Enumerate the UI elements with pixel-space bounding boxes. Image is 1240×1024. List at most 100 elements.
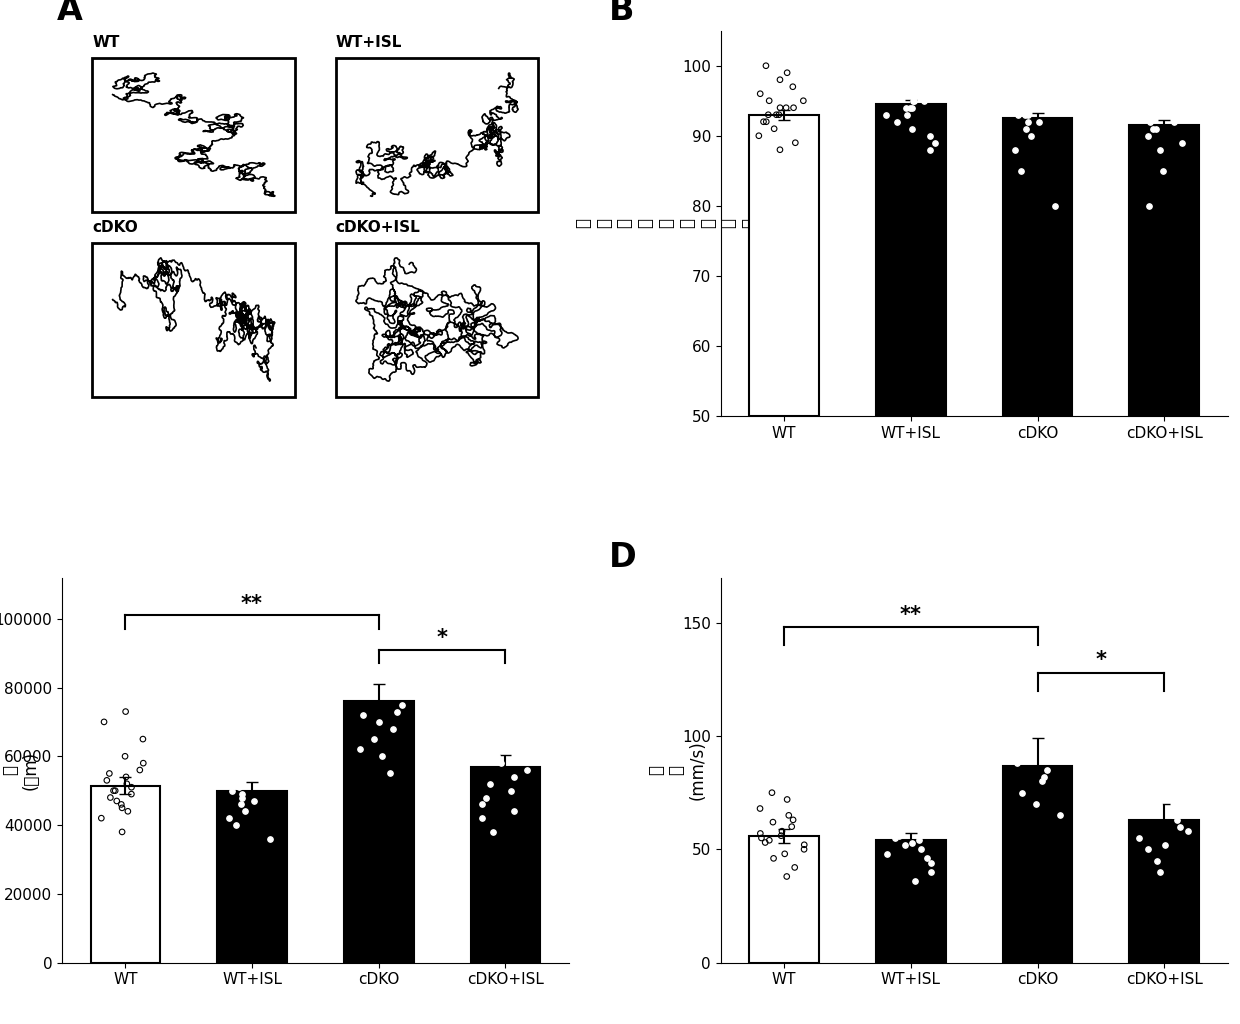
Point <box>785 859 805 876</box>
Point <box>219 810 239 826</box>
Point <box>1178 72 1198 88</box>
Point <box>236 803 255 819</box>
Point <box>503 769 523 785</box>
Point <box>893 65 913 81</box>
Point <box>480 731 500 748</box>
Point <box>104 782 124 799</box>
Point <box>877 106 897 123</box>
Point <box>476 790 496 806</box>
Point <box>1016 106 1035 123</box>
Point <box>1018 114 1038 130</box>
Bar <box>471 767 541 963</box>
Bar <box>875 104 946 416</box>
Point <box>1004 57 1024 74</box>
Point <box>231 772 250 788</box>
Point <box>1163 807 1183 823</box>
Bar <box>91 785 160 963</box>
Point <box>1167 812 1187 828</box>
Point <box>915 807 935 823</box>
Text: A: A <box>57 0 83 27</box>
Point <box>122 785 141 802</box>
Point <box>231 797 250 813</box>
Point <box>766 106 786 123</box>
Point <box>372 749 392 765</box>
Text: cDKO+ISL: cDKO+ISL <box>336 220 420 234</box>
Text: **: ** <box>241 594 263 613</box>
Point <box>117 769 136 785</box>
Point <box>517 762 537 778</box>
Point <box>921 864 941 881</box>
Text: B: B <box>609 0 635 27</box>
Point <box>1130 86 1149 102</box>
Point <box>750 801 770 817</box>
Point <box>1052 648 1071 665</box>
Point <box>1140 198 1159 214</box>
Bar <box>1130 125 1199 416</box>
Point <box>260 830 280 847</box>
Point <box>112 800 131 816</box>
Point <box>1171 99 1190 116</box>
Point <box>1040 739 1060 756</box>
Point <box>474 679 494 695</box>
Y-axis label: 移
动
距
离
(毽m): 移 动 距 离 (毽m) <box>0 751 40 790</box>
Bar <box>875 841 946 963</box>
Point <box>1138 773 1158 790</box>
Point <box>1017 745 1037 762</box>
Text: **: ** <box>900 605 921 625</box>
Point <box>505 803 525 819</box>
Point <box>1161 755 1180 771</box>
Point <box>263 775 283 792</box>
Point <box>495 696 515 713</box>
Point <box>754 114 774 130</box>
Point <box>878 846 898 862</box>
Point <box>905 872 925 889</box>
Point <box>115 749 135 765</box>
Point <box>1138 92 1158 109</box>
Point <box>1171 106 1190 123</box>
Text: D: D <box>609 541 637 573</box>
Point <box>889 827 909 844</box>
Point <box>1043 728 1063 744</box>
Point <box>1176 751 1195 767</box>
Point <box>755 835 775 851</box>
Bar <box>1003 766 1073 963</box>
Point <box>350 741 370 758</box>
Point <box>258 762 278 778</box>
Point <box>393 673 413 689</box>
Point <box>775 846 795 862</box>
Point <box>1013 79 1033 95</box>
Point <box>486 714 506 730</box>
Point <box>472 810 492 826</box>
Point <box>260 765 280 781</box>
Y-axis label: 边
缘
区
域
活
动
百
分
比
(％): 边 缘 区 域 活 动 百 分 比 (％) <box>574 212 779 234</box>
Point <box>901 99 921 116</box>
Point <box>112 797 131 813</box>
Point <box>1012 784 1032 801</box>
Point <box>773 823 792 840</box>
Point <box>919 812 939 828</box>
Point <box>243 793 263 809</box>
Point <box>903 92 923 109</box>
Bar <box>336 243 538 396</box>
Point <box>759 92 779 109</box>
Point <box>749 128 769 144</box>
Point <box>1004 65 1024 81</box>
Point <box>1043 86 1063 102</box>
Point <box>227 755 247 771</box>
Point <box>1146 121 1166 137</box>
Point <box>345 628 365 644</box>
Point <box>770 99 790 116</box>
Y-axis label: 速
度
(mm/s): 速 度 (mm/s) <box>647 740 707 800</box>
Point <box>782 79 802 95</box>
Point <box>130 762 150 778</box>
Point <box>756 114 776 130</box>
Point <box>133 731 153 748</box>
Point <box>1021 128 1040 144</box>
Point <box>784 99 804 116</box>
Point <box>392 696 412 713</box>
Point <box>1011 72 1030 88</box>
Point <box>750 825 770 842</box>
Point <box>1157 106 1177 123</box>
Point <box>785 134 805 151</box>
Point <box>795 837 815 853</box>
